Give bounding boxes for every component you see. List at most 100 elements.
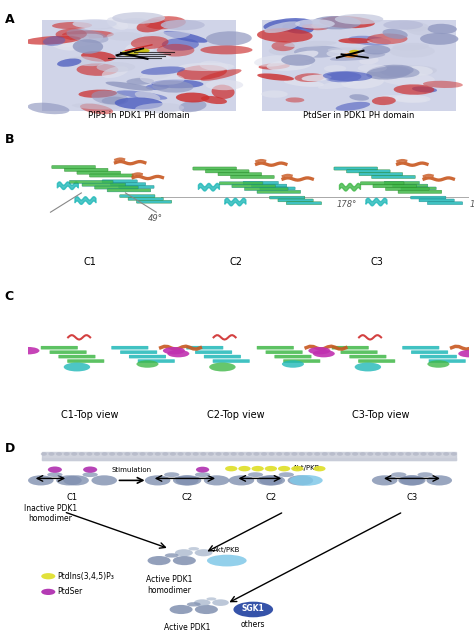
FancyBboxPatch shape: [274, 355, 311, 358]
Ellipse shape: [380, 66, 419, 78]
Ellipse shape: [318, 80, 359, 89]
Text: D: D: [5, 442, 15, 455]
Ellipse shape: [381, 66, 410, 75]
Ellipse shape: [292, 452, 298, 456]
Ellipse shape: [56, 34, 89, 43]
Circle shape: [83, 466, 97, 473]
Ellipse shape: [55, 28, 87, 40]
Ellipse shape: [257, 475, 283, 485]
Circle shape: [458, 350, 474, 357]
Ellipse shape: [284, 80, 324, 87]
Ellipse shape: [56, 475, 82, 485]
Ellipse shape: [436, 452, 442, 456]
Text: C2-Top view: C2-Top view: [207, 410, 264, 420]
Ellipse shape: [257, 73, 294, 81]
Ellipse shape: [77, 63, 118, 76]
Ellipse shape: [367, 64, 414, 78]
Ellipse shape: [215, 452, 221, 456]
Ellipse shape: [127, 78, 154, 85]
Circle shape: [313, 466, 326, 471]
FancyBboxPatch shape: [218, 173, 262, 175]
Ellipse shape: [80, 103, 113, 114]
Text: B: B: [5, 133, 14, 146]
Ellipse shape: [49, 38, 79, 50]
FancyBboxPatch shape: [186, 346, 223, 350]
Ellipse shape: [170, 605, 192, 614]
FancyBboxPatch shape: [102, 180, 137, 183]
Ellipse shape: [383, 452, 389, 456]
Ellipse shape: [284, 41, 337, 47]
Ellipse shape: [64, 475, 89, 485]
Ellipse shape: [91, 475, 117, 485]
Ellipse shape: [170, 452, 176, 456]
Text: C3: C3: [370, 257, 383, 267]
FancyBboxPatch shape: [50, 350, 87, 354]
Ellipse shape: [175, 549, 193, 557]
Ellipse shape: [345, 452, 351, 456]
FancyBboxPatch shape: [110, 182, 146, 186]
Text: C: C: [5, 290, 14, 304]
FancyBboxPatch shape: [52, 165, 95, 168]
Ellipse shape: [266, 60, 311, 71]
Ellipse shape: [165, 553, 179, 558]
Ellipse shape: [41, 452, 47, 456]
FancyBboxPatch shape: [385, 187, 429, 191]
Ellipse shape: [338, 38, 373, 44]
FancyBboxPatch shape: [138, 359, 175, 363]
Ellipse shape: [349, 50, 360, 54]
FancyBboxPatch shape: [213, 359, 250, 363]
Ellipse shape: [161, 20, 205, 30]
Text: 178°: 178°: [337, 201, 357, 209]
Bar: [262, 20, 456, 111]
Text: Inactive PDK1
homodimer: Inactive PDK1 homodimer: [24, 504, 77, 523]
Ellipse shape: [383, 20, 423, 30]
Ellipse shape: [162, 452, 168, 456]
Ellipse shape: [68, 56, 105, 66]
Circle shape: [252, 466, 264, 471]
Ellipse shape: [177, 65, 227, 80]
Ellipse shape: [311, 16, 361, 30]
Ellipse shape: [330, 53, 385, 61]
FancyBboxPatch shape: [64, 168, 108, 172]
FancyBboxPatch shape: [137, 200, 172, 203]
Ellipse shape: [336, 102, 370, 111]
Ellipse shape: [146, 84, 169, 90]
Ellipse shape: [258, 63, 290, 69]
Ellipse shape: [139, 452, 146, 456]
Ellipse shape: [204, 475, 229, 485]
Ellipse shape: [64, 452, 70, 456]
Ellipse shape: [407, 26, 432, 35]
Ellipse shape: [281, 54, 315, 66]
Ellipse shape: [164, 472, 179, 477]
Ellipse shape: [383, 29, 408, 39]
Ellipse shape: [223, 452, 229, 456]
Ellipse shape: [201, 96, 227, 104]
Ellipse shape: [102, 66, 128, 78]
Ellipse shape: [173, 475, 199, 485]
Ellipse shape: [42, 35, 69, 42]
FancyBboxPatch shape: [119, 186, 154, 188]
FancyBboxPatch shape: [270, 196, 305, 199]
Ellipse shape: [307, 452, 313, 456]
Ellipse shape: [254, 56, 293, 67]
Ellipse shape: [337, 452, 343, 456]
Ellipse shape: [324, 65, 346, 72]
Ellipse shape: [187, 602, 201, 606]
Text: PIP3 in PDK1 PH domain: PIP3 in PDK1 PH domain: [88, 110, 190, 119]
Text: PtdSer in PDK1 PH domain: PtdSer in PDK1 PH domain: [303, 110, 415, 119]
FancyBboxPatch shape: [232, 185, 275, 188]
Ellipse shape: [79, 452, 85, 456]
Ellipse shape: [195, 472, 210, 477]
Circle shape: [225, 466, 237, 471]
Ellipse shape: [101, 452, 108, 456]
FancyBboxPatch shape: [349, 355, 386, 358]
Circle shape: [291, 466, 303, 471]
Ellipse shape: [399, 21, 428, 32]
Circle shape: [18, 347, 39, 355]
Ellipse shape: [62, 30, 114, 38]
Ellipse shape: [135, 91, 160, 102]
Ellipse shape: [443, 452, 449, 456]
Ellipse shape: [405, 66, 433, 76]
Ellipse shape: [91, 90, 128, 105]
Ellipse shape: [349, 94, 369, 101]
